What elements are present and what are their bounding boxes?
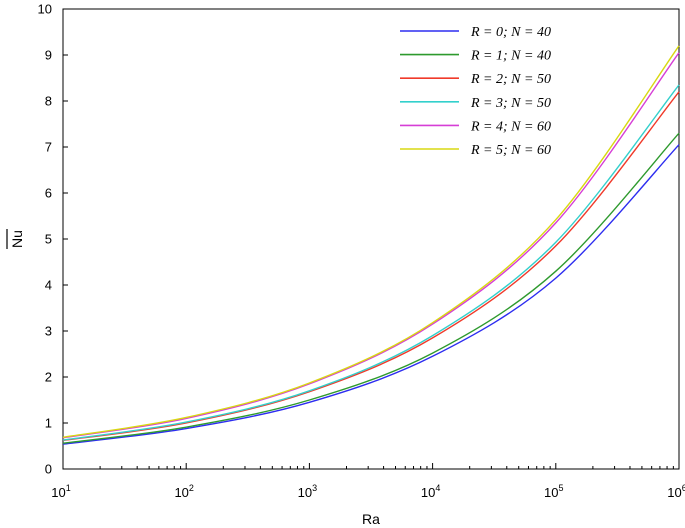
series-group [62,45,680,445]
legend-label-4: R = 3; N = 50 [470,96,551,111]
legend-label-1: R = 0; N = 40 [470,25,551,40]
legend-label-5: R = 4; N = 60 [470,119,551,134]
legend-label-2: R = 1; N = 40 [470,49,551,64]
y-axis-title-group: Nu [6,229,25,249]
y-tick-label: 1 [45,416,52,431]
y-tick-label: 8 [45,94,52,109]
x-tick-label: 101 [51,483,70,500]
series-line-5 [62,52,680,439]
legend: R = 0; N = 40 R = 1; N = 40 R = 2; N = 50 R… [400,25,551,158]
y-tick-label: 6 [45,186,52,201]
y-tick-label: 9 [45,48,52,63]
y-axis-title: Nu [9,230,25,248]
y-tick-label: 0 [45,462,52,477]
y-tick-label: 7 [45,140,52,155]
series-line-4 [62,84,680,441]
y-tick-label: 2 [45,370,52,385]
series-line-6 [62,45,680,438]
x-tick-label: 104 [421,483,440,500]
x-axis-title: Ra [362,511,380,527]
y-axis: 0 1 2 3 4 5 6 7 8 9 10 [38,2,68,477]
series-line-2 [62,132,680,444]
y-tick-label: 4 [45,278,52,293]
x-tick-label: 103 [298,483,317,500]
y-tick-label: 10 [38,2,52,17]
x-axis: 101 102 103 104 105 106 [51,463,685,500]
series-line-3 [62,91,680,442]
legend-label-6: R = 5; N = 60 [470,143,551,158]
plot-frame [62,8,680,470]
y-tick-label: 3 [45,324,52,339]
series-line-1 [62,144,680,445]
legend-label-3: R = 2; N = 50 [470,72,551,87]
y-tick-label: 5 [45,232,52,247]
x-tick-label: 106 [667,483,685,500]
x-tick-label: 105 [544,483,563,500]
x-tick-label: 102 [174,483,193,500]
plot-area [62,8,680,470]
